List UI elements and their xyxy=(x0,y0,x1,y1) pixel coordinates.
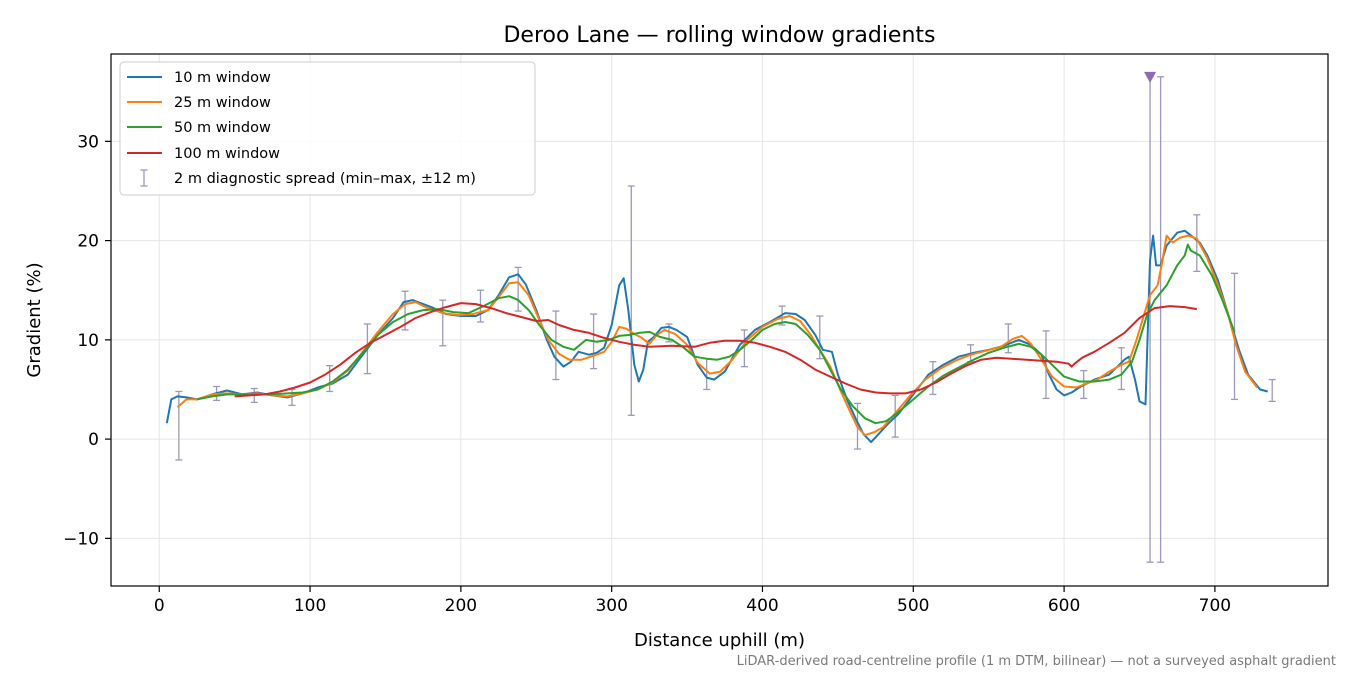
x-tick-label: 300 xyxy=(595,596,627,616)
x-tick-label: 600 xyxy=(1048,596,1080,616)
error-bar xyxy=(929,361,937,396)
y-tick-label: 30 xyxy=(77,132,99,152)
axis-ticks: 0 100 200 300 400 500 600 700 −10 0 10 20 30 xyxy=(63,132,1231,616)
legend: 10 m window 25 m window 50 m window 100 m w… xyxy=(119,61,536,196)
error-bar xyxy=(627,185,635,416)
error-bar xyxy=(1004,323,1012,354)
overflow-marker xyxy=(1144,71,1157,83)
x-tick-label: 0 xyxy=(154,596,165,616)
chart-title: Deroo Lane — rolling window gradients xyxy=(503,23,935,48)
legend-label: 10 m window xyxy=(174,70,271,86)
error-bar xyxy=(1268,378,1276,403)
x-tick-label: 100 xyxy=(294,596,326,616)
legend-label: 100 m window xyxy=(174,146,280,162)
legend-label: 2 m diagnostic spread (min–max, ±12 m) xyxy=(174,171,476,187)
legend-box xyxy=(119,61,536,196)
error-bar xyxy=(1117,347,1125,391)
grid xyxy=(111,54,1328,586)
x-axis-label: Distance uphill (m) xyxy=(634,630,805,651)
y-tick-label: 10 xyxy=(77,331,99,351)
y-tick-label: 20 xyxy=(77,232,99,252)
series-line-3 xyxy=(196,243,1236,425)
series-line-4 xyxy=(234,302,1197,398)
y-tick-label: −10 xyxy=(63,529,99,549)
y-axis-label: Gradient (%) xyxy=(24,262,45,377)
plot-area xyxy=(165,71,1276,563)
series-line-2 xyxy=(176,234,1258,437)
legend-label: 25 m window xyxy=(174,95,271,111)
x-tick-label: 500 xyxy=(897,596,929,616)
legend-label: 50 m window xyxy=(174,120,271,136)
series-line-1 xyxy=(165,229,1268,444)
error-bar xyxy=(175,390,183,461)
footnote: LiDAR-derived road-centreline profile (1… xyxy=(737,654,1336,669)
y-tick-label: 0 xyxy=(88,430,99,450)
x-tick-label: 400 xyxy=(746,596,778,616)
x-tick-label: 200 xyxy=(445,596,477,616)
plot-frame xyxy=(110,53,1329,587)
error-bar xyxy=(1157,76,1165,563)
error-bar xyxy=(1193,214,1201,273)
error-bar xyxy=(740,329,748,368)
error-bar xyxy=(326,365,334,393)
x-tick-label: 700 xyxy=(1199,596,1231,616)
